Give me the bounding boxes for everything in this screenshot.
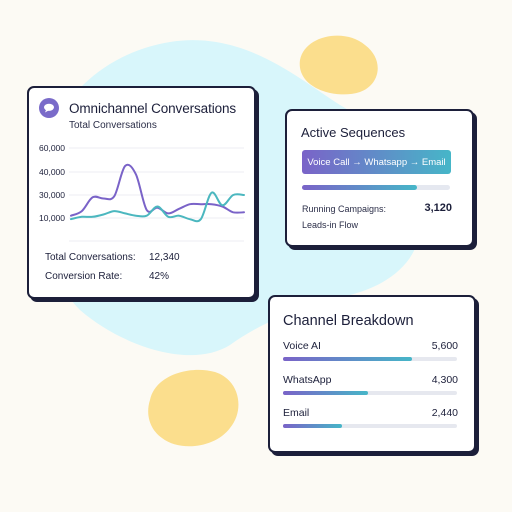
conversations-chart-svg: 60,000 40,000 30,000 10,000: [39, 143, 245, 242]
chat-icon: [39, 98, 59, 118]
sequences-title: Active Sequences: [301, 125, 406, 140]
channel-bar-fill: [283, 424, 343, 428]
y-tick-label: 30,000: [39, 190, 65, 200]
y-tick-label: 60,000: [39, 143, 65, 153]
stat-value: 42%: [149, 271, 170, 282]
stat-label: Conversion Rate:: [45, 271, 123, 282]
yellow-blob-bottom: [148, 369, 239, 447]
omnichannel-card: Omnichannel Conversations Total Conversa…: [27, 86, 256, 299]
sequence-flow-button[interactable]: Voice Call → Whatsapp → Email: [302, 150, 451, 174]
channel-bar: [283, 424, 457, 428]
active-sequences-card: Active Sequences Voice Call → Whatsapp →…: [285, 109, 474, 247]
y-tick-label: 10,000: [39, 213, 65, 223]
y-tick-label: 40,000: [39, 167, 65, 177]
series-line-1: [70, 163, 245, 217]
stat-value: 12,340: [149, 252, 180, 263]
series-line-2: [70, 191, 245, 223]
omnichannel-subtitle: Total Conversations: [69, 120, 157, 131]
sequence-progress-fill: [302, 185, 418, 190]
conversations-chart: 60,000 40,000 30,000 10,000: [29, 136, 254, 246]
running-campaigns-value: 3,120: [424, 202, 452, 214]
channel-name: Voice AI: [283, 340, 321, 352]
stat-conversion-rate: Conversion Rate: 42%: [45, 271, 169, 282]
channel-bar-fill: [283, 391, 369, 395]
channel-breakdown-title: Channel Breakdown: [283, 313, 414, 329]
sequence-progress-bar: [302, 185, 450, 190]
stat-label: Total Conversations:: [45, 252, 136, 263]
stat-total-conversations: Total Conversations: 12,340: [45, 252, 180, 263]
channel-value: 2,440: [431, 407, 458, 419]
channel-bar-fill: [283, 357, 412, 361]
channel-name: WhatsApp: [283, 374, 332, 386]
omnichannel-title: Omnichannel Conversations: [69, 100, 237, 116]
channel-name: Email: [283, 407, 310, 419]
channel-value: 4,300: [431, 374, 458, 386]
channel-breakdown-card: Channel Breakdown Voice AI 5,600 WhatsAp…: [268, 295, 476, 453]
running-campaigns-label: Running Campaigns:: [302, 204, 387, 214]
omnichannel-header: Omnichannel Conversations: [39, 98, 236, 118]
channel-value: 5,600: [431, 340, 458, 352]
leads-in-flow-label: Leads-in Flow: [302, 220, 359, 230]
channel-bar: [283, 391, 457, 395]
yellow-blob-top: [299, 35, 378, 95]
channel-bar: [283, 357, 457, 361]
